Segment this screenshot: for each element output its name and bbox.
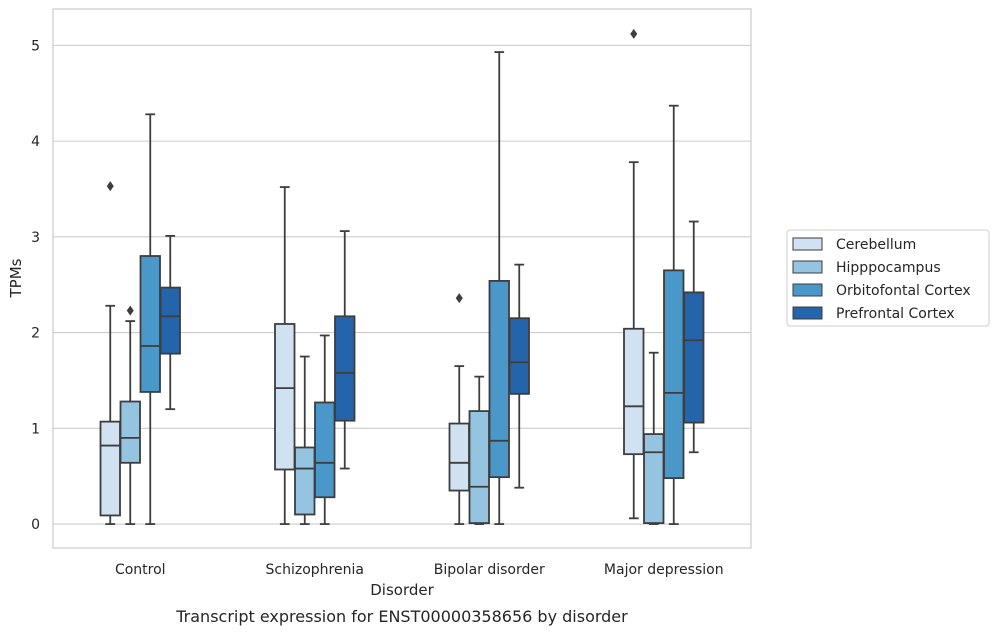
legend-swatch — [792, 283, 823, 297]
box-3-1 — [643, 351, 665, 525]
box-2-0 — [448, 293, 470, 525]
iqr-box — [99, 420, 121, 517]
iqr-box — [623, 327, 645, 456]
box-2-1 — [468, 375, 490, 525]
outlier-marker — [106, 181, 114, 192]
x-tick-label: Major depression — [604, 562, 724, 578]
y-tick-label: 4 — [31, 134, 40, 150]
iqr-box — [643, 433, 665, 525]
iqr-box — [663, 269, 685, 480]
y-tick-label: 2 — [31, 326, 40, 342]
x-axis-title: Disorder — [370, 581, 434, 599]
box-2-2 — [488, 51, 510, 525]
y-tick-labels: 0 1 2 3 4 5 — [31, 38, 40, 533]
outlier-marker — [630, 28, 638, 39]
box-1-1 — [294, 355, 316, 525]
y-tick-label: 0 — [31, 517, 40, 533]
box-3-2 — [663, 104, 685, 525]
y-tick-label: 3 — [31, 230, 40, 246]
x-tick-label: Schizophrenia — [266, 562, 364, 578]
iqr-box — [159, 286, 181, 355]
box-1-0 — [274, 186, 296, 525]
box-2-3 — [508, 263, 530, 489]
y-axis-title: TPMs — [7, 258, 25, 298]
chart-caption: Transcript expression for ENST0000035865… — [175, 607, 628, 626]
iqr-box — [468, 410, 490, 525]
outlier-marker — [126, 305, 134, 316]
box-1-3 — [334, 230, 356, 470]
y-tick-label: 1 — [31, 421, 40, 437]
box-0-0 — [99, 181, 121, 525]
legend: Cerebellum Hipppocampus Orbitofontal Corte… — [786, 229, 990, 327]
x-tick-labels: Control Schizophrenia Bipolar disorder Majo… — [115, 562, 724, 578]
legend-swatch — [792, 260, 823, 274]
box-0-2 — [139, 113, 161, 525]
iqr-box — [488, 279, 510, 479]
y-tick-label: 5 — [31, 38, 40, 54]
iqr-box — [334, 315, 356, 422]
iqr-box — [139, 255, 161, 393]
legend-frame — [786, 229, 990, 327]
legend-swatch — [792, 237, 823, 251]
legend-label: Hipppocampus — [836, 260, 941, 276]
iqr-box — [448, 422, 470, 492]
legend-label: Cerebellum — [836, 237, 916, 253]
legend-label: Prefrontal Cortex — [836, 306, 955, 322]
iqr-box — [119, 400, 141, 464]
box-0-1 — [119, 305, 141, 525]
box-layer — [99, 28, 705, 525]
x-tick-label: Bipolar disorder — [434, 562, 545, 578]
box-3-0 — [623, 28, 645, 520]
outlier-marker — [455, 293, 463, 304]
legend-swatch — [792, 306, 823, 320]
iqr-box — [274, 323, 296, 471]
box-0-3 — [159, 234, 181, 411]
box-3-3 — [683, 220, 705, 454]
box-1-2 — [314, 334, 336, 525]
iqr-box — [294, 446, 316, 516]
iqr-box — [683, 291, 705, 424]
iqr-box — [314, 401, 336, 499]
iqr-box — [508, 317, 530, 395]
legend-label: Orbitofontal Cortex — [836, 283, 971, 299]
plot-area-frame — [52, 8, 752, 549]
x-tick-label: Control — [115, 562, 166, 578]
